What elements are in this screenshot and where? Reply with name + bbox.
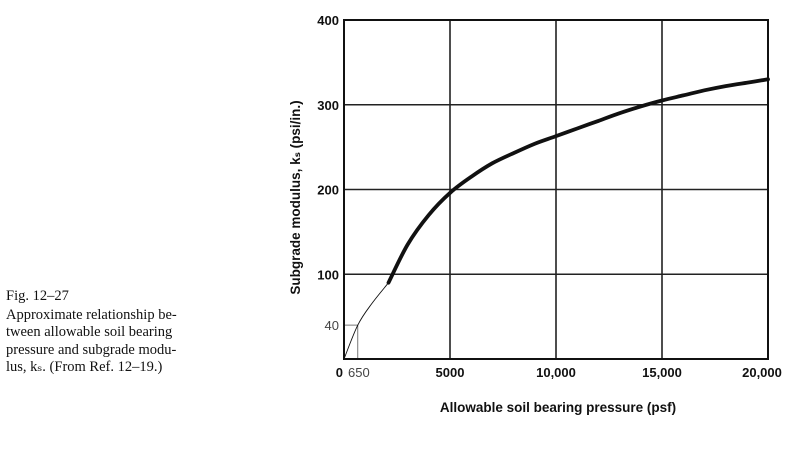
caption-line: tween allowable soil bearing (6, 324, 173, 340)
plot-frame (343, 19, 769, 360)
x-tick-label: 15,000 (642, 365, 682, 380)
y-tick-labels: 40 100 200 300 400 (317, 13, 339, 333)
caption-line: Approximate relationship be- (6, 306, 177, 323)
caption-line: pressure and subgrade modu- (6, 341, 177, 358)
x-tick-labels: 0 650 5000 10,000 15,000 20,000 (336, 365, 782, 380)
figure-caption: Fig. 12–27 Approximate relationship be- … (6, 288, 276, 377)
grid-layer (344, 19, 769, 359)
y-tick-label: 300 (317, 98, 339, 113)
x-tick-label: 650 (348, 365, 370, 380)
x-tick-label: 20,000 (742, 365, 782, 380)
y-tick-label: 100 (317, 267, 339, 282)
x-tick-label: 10,000 (536, 365, 576, 380)
curve-line-thin (343, 282, 389, 360)
y-tick-label: 40 (325, 318, 339, 333)
caption-line: lus, kₛ. (From Ref. 12–19.) (6, 359, 163, 375)
figure-label: Fig. 12–27 (6, 288, 69, 304)
y-tick-label: 200 (317, 183, 339, 198)
series-layer (343, 77, 770, 360)
y-tick-label: 400 (317, 13, 339, 28)
x-tick-label: 0 (336, 365, 343, 380)
y-axis-label: Subgrade modulus, kₛ (psi/in.) (288, 100, 303, 294)
x-axis-label: Allowable soil bearing pressure (psf) (440, 400, 676, 415)
curve-line-thick (386, 77, 770, 285)
x-tick-label: 5000 (436, 365, 465, 380)
